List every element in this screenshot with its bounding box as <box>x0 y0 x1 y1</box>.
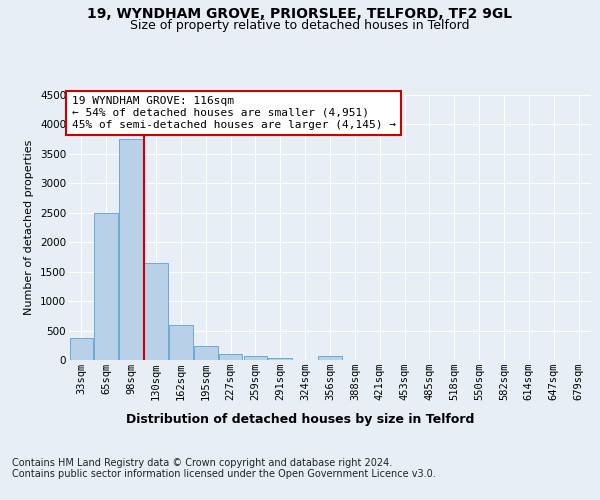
Bar <box>119 139 143 360</box>
Bar <box>70 338 93 360</box>
Text: 19, WYNDHAM GROVE, PRIORSLEE, TELFORD, TF2 9GL: 19, WYNDHAM GROVE, PRIORSLEE, TELFORD, T… <box>88 8 512 22</box>
Text: 19 WYNDHAM GROVE: 116sqm
← 54% of detached houses are smaller (4,951)
45% of sem: 19 WYNDHAM GROVE: 116sqm ← 54% of detach… <box>71 96 395 130</box>
Bar <box>194 346 218 360</box>
Text: Contains HM Land Registry data © Crown copyright and database right 2024.
Contai: Contains HM Land Registry data © Crown c… <box>12 458 436 479</box>
Text: Distribution of detached houses by size in Telford: Distribution of detached houses by size … <box>126 412 474 426</box>
Bar <box>94 213 118 360</box>
Bar <box>144 263 168 360</box>
Text: Size of property relative to detached houses in Telford: Size of property relative to detached ho… <box>130 19 470 32</box>
Bar <box>244 356 267 360</box>
Bar <box>169 326 193 360</box>
Y-axis label: Number of detached properties: Number of detached properties <box>25 140 34 315</box>
Bar <box>268 358 292 360</box>
Bar <box>318 356 342 360</box>
Bar <box>219 354 242 360</box>
